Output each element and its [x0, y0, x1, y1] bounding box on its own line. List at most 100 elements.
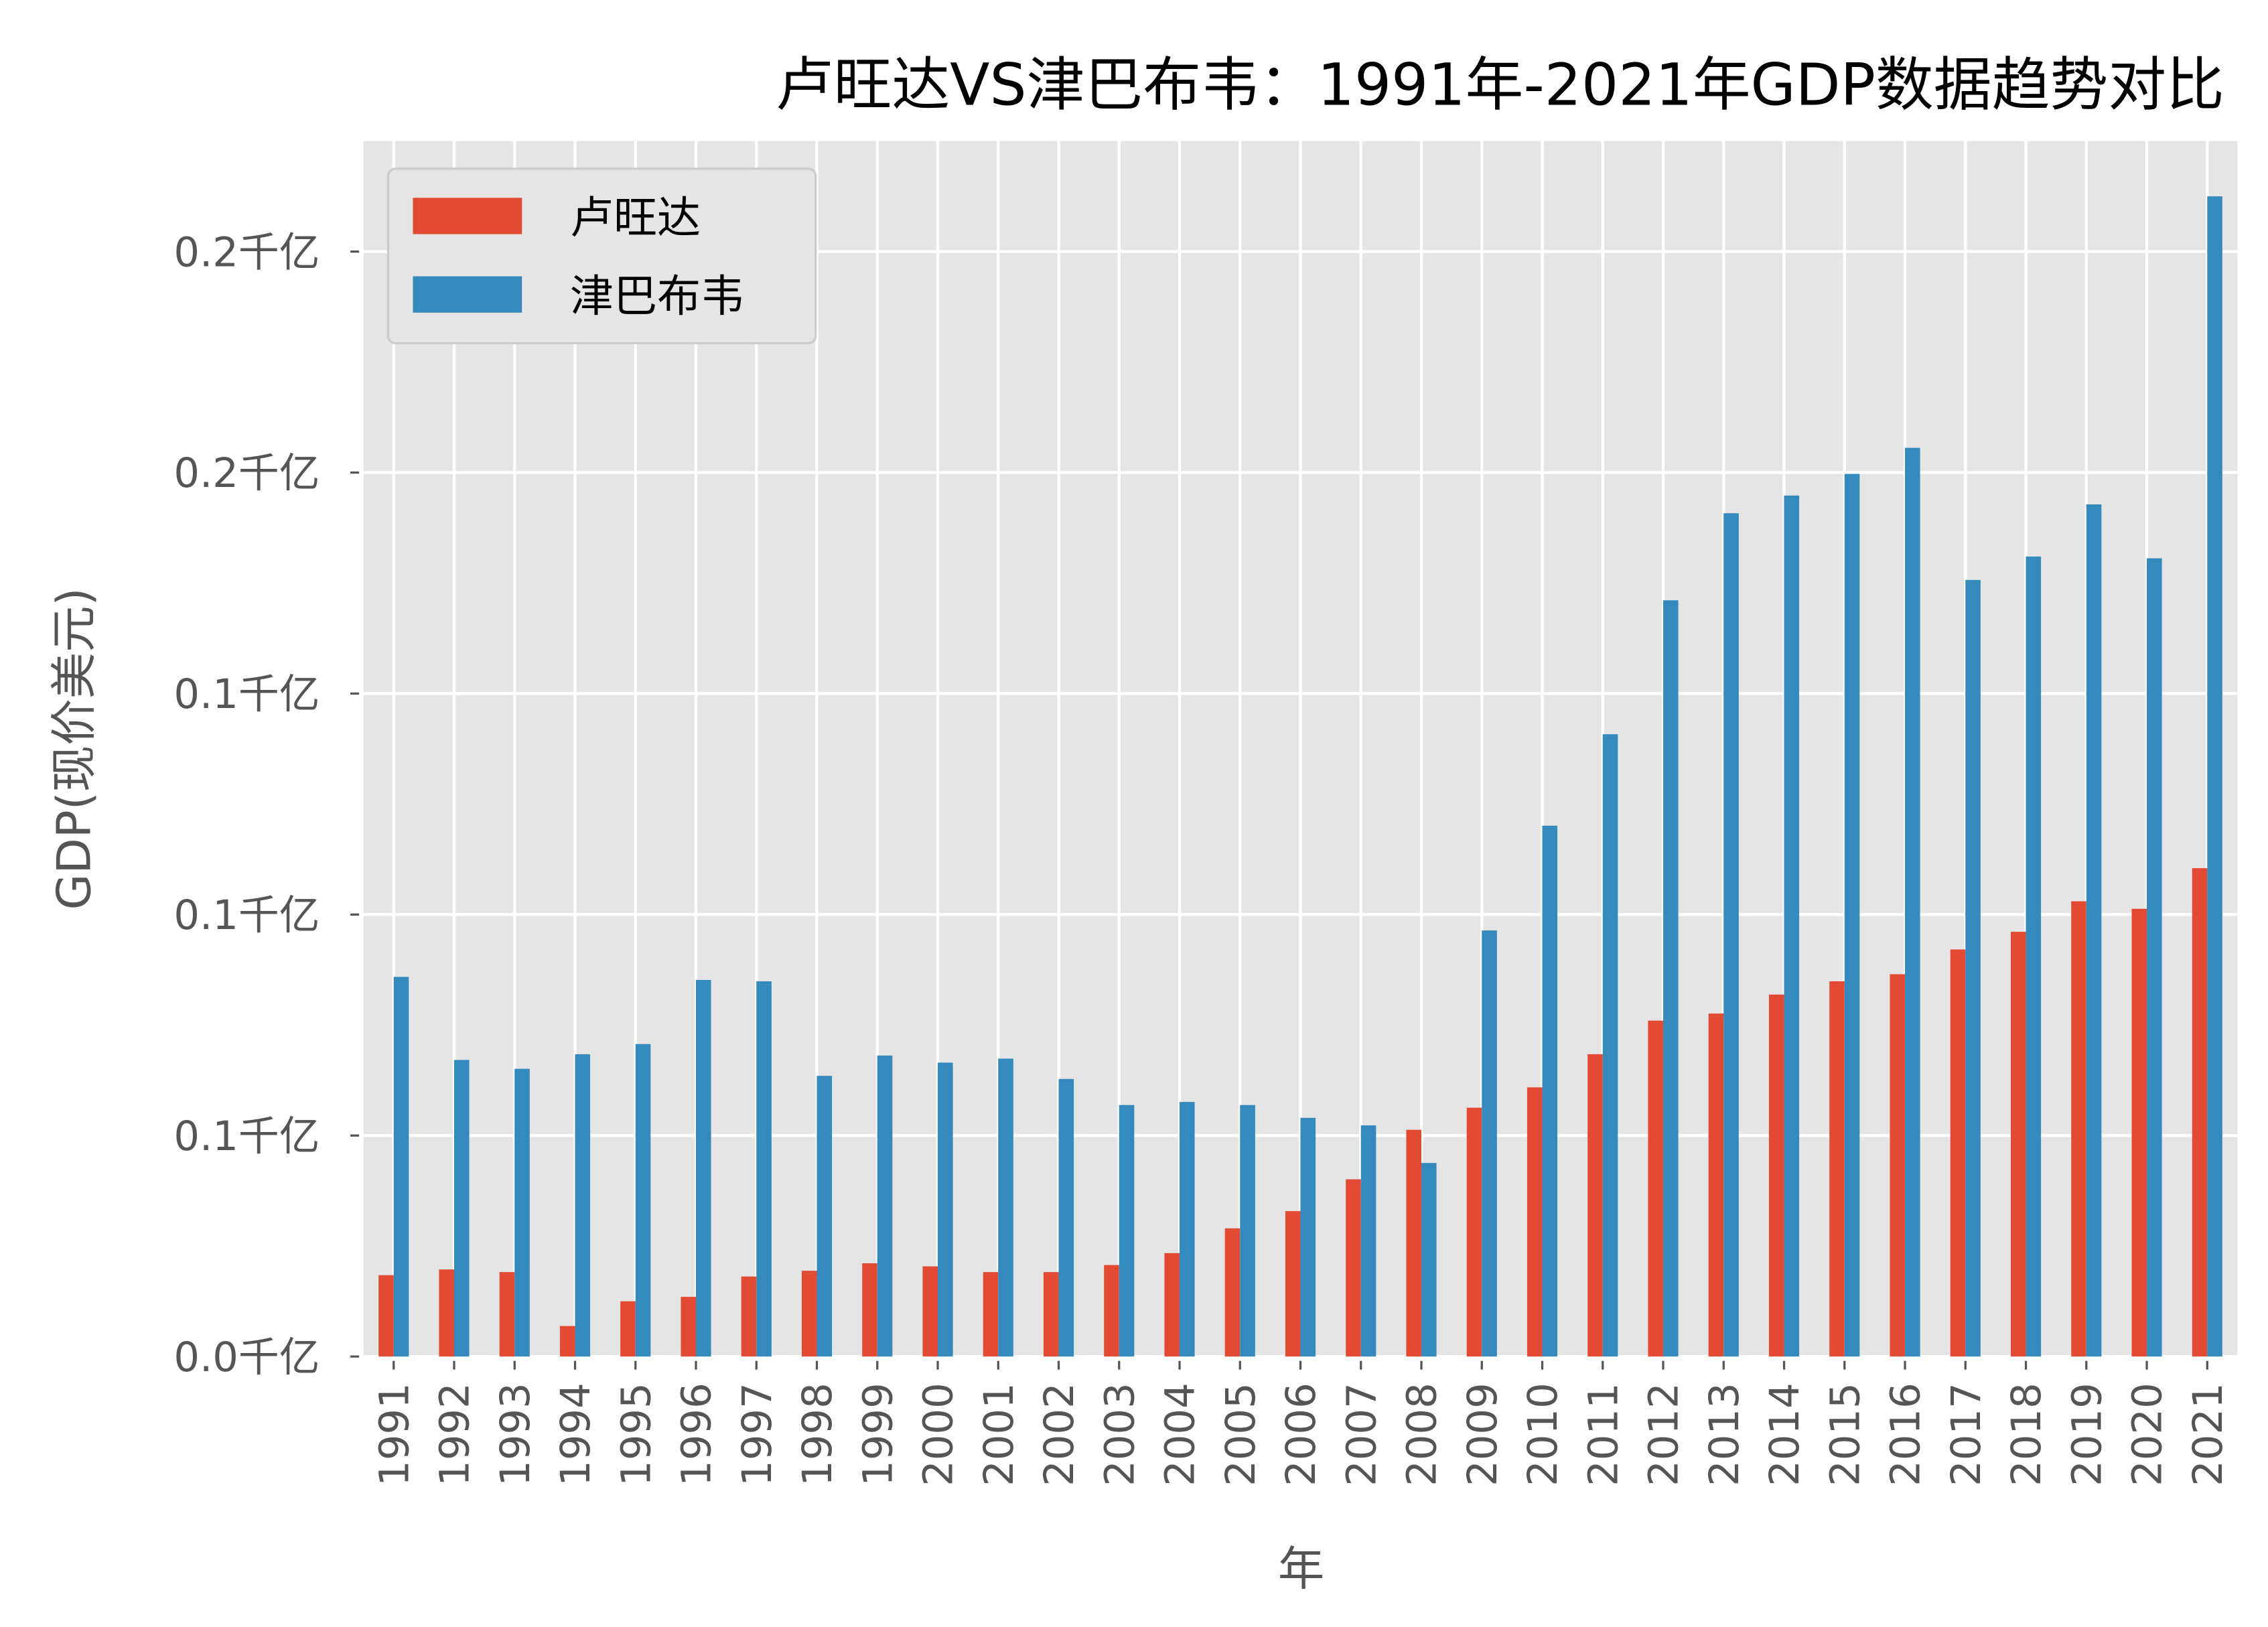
- chart-title: 卢旺达VS津巴布韦：1991年-2021年GDP数据趋势对比: [776, 51, 2224, 119]
- y-tick-label: 0.1千亿: [173, 671, 320, 718]
- y-axis-label: GDP(现价美元): [48, 587, 102, 910]
- x-tick-label: 2009: [1460, 1383, 1506, 1486]
- x-tick-label: 1993: [492, 1383, 539, 1486]
- bar-zimbabwe-1992: [454, 1060, 470, 1357]
- bar-rwanda-2017: [1950, 949, 1966, 1357]
- bar-rwanda-1996: [681, 1297, 697, 1357]
- x-tick-label: 2010: [1520, 1383, 1567, 1486]
- bar-rwanda-2019: [2071, 901, 2086, 1357]
- y-tick-label: 0.2千亿: [173, 229, 320, 276]
- x-tick-label: 2011: [1580, 1383, 1627, 1486]
- x-tick-label: 1991: [371, 1383, 418, 1486]
- x-tick-label: 2021: [2185, 1383, 2232, 1486]
- bar-rwanda-2010: [1527, 1087, 1543, 1357]
- bar-rwanda-2013: [1708, 1013, 1724, 1357]
- bar-rwanda-1994: [559, 1326, 575, 1357]
- bar-zimbabwe-2004: [1180, 1102, 1195, 1357]
- x-tick-label: 2020: [2125, 1383, 2172, 1486]
- y-tick-label: 0.2千亿: [173, 450, 320, 497]
- x-tick-label: 2013: [1701, 1383, 1748, 1486]
- bar-zimbabwe-2020: [2147, 558, 2162, 1357]
- bar-rwanda-2000: [922, 1266, 938, 1357]
- x-tick-label: 2003: [1096, 1383, 1143, 1486]
- x-tick-label: 2017: [1943, 1383, 1990, 1486]
- bar-rwanda-2020: [2131, 908, 2147, 1357]
- bar-zimbabwe-2017: [1965, 579, 1981, 1357]
- bar-rwanda-2021: [2192, 868, 2208, 1357]
- bar-zimbabwe-1998: [817, 1076, 833, 1357]
- bar-rwanda-2001: [983, 1272, 999, 1357]
- bar-rwanda-1998: [801, 1271, 817, 1357]
- bar-zimbabwe-1997: [756, 981, 772, 1357]
- bar-rwanda-2007: [1346, 1179, 1361, 1357]
- legend-swatch-rwanda: [413, 198, 522, 234]
- bar-zimbabwe-2002: [1058, 1078, 1074, 1357]
- bar-zimbabwe-2012: [1663, 600, 1679, 1357]
- x-tick-label: 2006: [1278, 1383, 1325, 1486]
- bar-rwanda-1991: [378, 1275, 394, 1357]
- x-tick-label: 2012: [1641, 1383, 1688, 1486]
- x-tick-label: 2002: [1036, 1383, 1083, 1486]
- y-tick-label: 0.0千亿: [173, 1334, 320, 1381]
- bar-rwanda-2009: [1466, 1107, 1482, 1357]
- bar-rwanda-2008: [1406, 1129, 1422, 1357]
- x-tick-label: 2015: [1822, 1383, 1869, 1486]
- bar-rwanda-1999: [862, 1263, 877, 1357]
- bar-rwanda-2002: [1043, 1272, 1059, 1357]
- bar-zimbabwe-2018: [2026, 556, 2042, 1357]
- bar-rwanda-1997: [741, 1276, 757, 1357]
- bar-rwanda-2005: [1224, 1228, 1241, 1357]
- x-axis-label: 年: [1278, 1543, 1324, 1596]
- x-tick-label: 2000: [916, 1383, 963, 1486]
- legend-label-rwanda: 卢旺达: [570, 193, 701, 243]
- x-tick-label: 1994: [553, 1383, 599, 1486]
- bar-zimbabwe-2009: [1482, 930, 1497, 1357]
- bar-rwanda-2018: [2010, 932, 2026, 1357]
- x-tick-label: 2019: [2064, 1383, 2111, 1486]
- x-tick-label: 1997: [734, 1383, 781, 1486]
- x-tick-label: 2007: [1338, 1383, 1385, 1486]
- bar-zimbabwe-2011: [1602, 734, 1618, 1357]
- x-tick-label: 1992: [432, 1383, 479, 1486]
- x-tick-label: 2016: [1883, 1383, 1930, 1486]
- x-tick-label: 1999: [855, 1383, 902, 1486]
- bar-zimbabwe-2003: [1119, 1105, 1135, 1357]
- bar-zimbabwe-2000: [938, 1062, 953, 1357]
- x-tick-label: 2005: [1218, 1383, 1265, 1486]
- bar-zimbabwe-1996: [696, 980, 711, 1357]
- bar-rwanda-2011: [1587, 1054, 1603, 1357]
- bar-zimbabwe-2005: [1240, 1105, 1255, 1357]
- bar-zimbabwe-2019: [2086, 504, 2102, 1357]
- x-tick-label: 1995: [613, 1383, 660, 1486]
- bar-rwanda-1993: [499, 1272, 515, 1357]
- bar-zimbabwe-1993: [514, 1068, 530, 1357]
- bar-zimbabwe-1999: [877, 1055, 893, 1357]
- bar-rwanda-2015: [1829, 981, 1845, 1357]
- bar-rwanda-1995: [620, 1301, 636, 1357]
- bar-zimbabwe-2008: [1421, 1163, 1437, 1357]
- y-tick-label: 0.1千亿: [173, 892, 320, 939]
- bar-zimbabwe-2006: [1300, 1117, 1316, 1357]
- x-tick-label: 2008: [1399, 1383, 1446, 1486]
- x-tick-label: 2014: [1762, 1383, 1809, 1486]
- bar-zimbabwe-2016: [1905, 447, 1920, 1357]
- bar-zimbabwe-2007: [1360, 1125, 1376, 1357]
- bar-zimbabwe-2015: [1844, 474, 1860, 1357]
- x-tick-label: 2004: [1157, 1383, 1204, 1486]
- x-tick-label: 1998: [794, 1383, 841, 1486]
- bar-rwanda-1992: [439, 1269, 455, 1357]
- bar-rwanda-2014: [1768, 994, 1784, 1357]
- x-tick-label: 2001: [976, 1383, 1023, 1486]
- bar-zimbabwe-2001: [998, 1058, 1013, 1357]
- bar-rwanda-2012: [1648, 1020, 1664, 1357]
- bar-rwanda-2016: [1890, 974, 1906, 1357]
- legend-swatch-zimbabwe: [413, 276, 522, 313]
- bar-zimbabwe-1994: [575, 1054, 591, 1357]
- bar-rwanda-2006: [1285, 1211, 1301, 1357]
- bar-zimbabwe-1995: [635, 1044, 651, 1357]
- bar-zimbabwe-2010: [1542, 825, 1558, 1357]
- legend-label-zimbabwe: 津巴布韦: [570, 272, 744, 322]
- bar-zimbabwe-2021: [2207, 196, 2222, 1357]
- bar-rwanda-2003: [1104, 1265, 1119, 1357]
